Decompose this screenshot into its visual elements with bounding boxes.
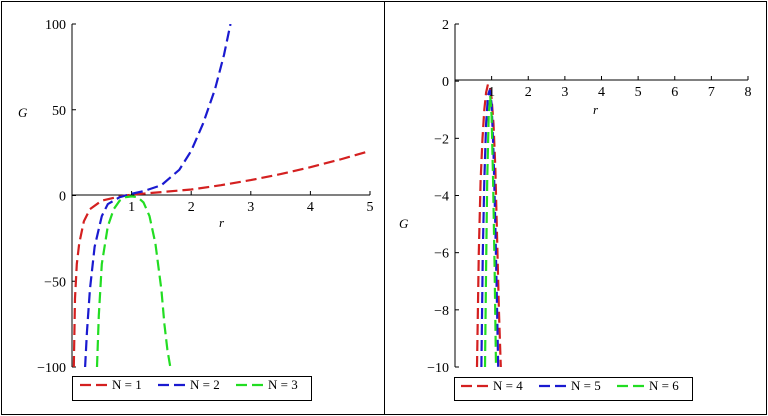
left-series-line [84, 24, 232, 367]
left-x-tick-label: 5 [367, 200, 374, 215]
right-ylabel: G [399, 216, 409, 231]
right-y-tick-label: −10 [427, 361, 449, 376]
right-series-line [480, 89, 500, 367]
left-x-tick-label: 3 [247, 200, 254, 215]
right-legend-box [454, 377, 693, 401]
right-x-tick-label: 1 [488, 85, 495, 100]
left-legend-label: N = 3 [268, 377, 298, 392]
left-chart-panel: 1 2 3 4 5 100 50 0 −50 −100 r G N = 1 N = 2 N = 3 [18, 18, 374, 401]
left-xlabel: r [219, 215, 225, 230]
right-x-tick-label: 6 [671, 85, 678, 100]
right-y-tick-label: −2 [434, 132, 449, 147]
right-series-line [483, 95, 498, 367]
right-y-tick-label: −4 [434, 190, 449, 205]
right-x-tick-label: 2 [525, 85, 532, 100]
right-legend-label: N = 4 [493, 378, 523, 393]
right-legend-label: N = 6 [649, 378, 679, 393]
right-x-tick-label: 5 [635, 85, 642, 100]
right-y-tick-label: −6 [434, 247, 449, 262]
left-legend-label: N = 2 [190, 377, 220, 392]
right-x-tick-label: 7 [708, 85, 715, 100]
right-y-tick-label: −8 [434, 304, 449, 319]
right-xlabel: r [593, 102, 599, 117]
left-y-tick-label: 100 [45, 18, 66, 33]
left-ylabel: G [18, 105, 28, 120]
right-y-tick-label: 2 [442, 18, 449, 33]
right-x-tick-label: 3 [561, 85, 568, 100]
left-y-tick-label: −50 [44, 275, 66, 290]
right-legend: N = 4 N = 5 N = 6 [454, 377, 693, 401]
left-legend: N = 1 N = 2 N = 3 [72, 376, 312, 401]
left-x-tick-label: 1 [128, 200, 135, 215]
left-y-tick-label: 0 [59, 190, 66, 205]
left-series-line [72, 149, 370, 367]
right-legend-label: N = 5 [571, 378, 601, 393]
right-x-tick-label: 4 [598, 85, 605, 100]
left-x-tick-label: 4 [307, 200, 314, 215]
right-y-tick-label: 0 [442, 75, 449, 90]
left-legend-label: N = 1 [112, 377, 142, 392]
left-y-tick-label: 50 [52, 104, 66, 119]
right-x-tick-label: 8 [745, 85, 752, 100]
left-y-tick-label: −100 [37, 361, 66, 376]
left-series-line [95, 195, 172, 367]
right-series-line [475, 81, 502, 367]
left-x-tick-label: 2 [188, 200, 195, 215]
left-legend-box [72, 376, 312, 401]
